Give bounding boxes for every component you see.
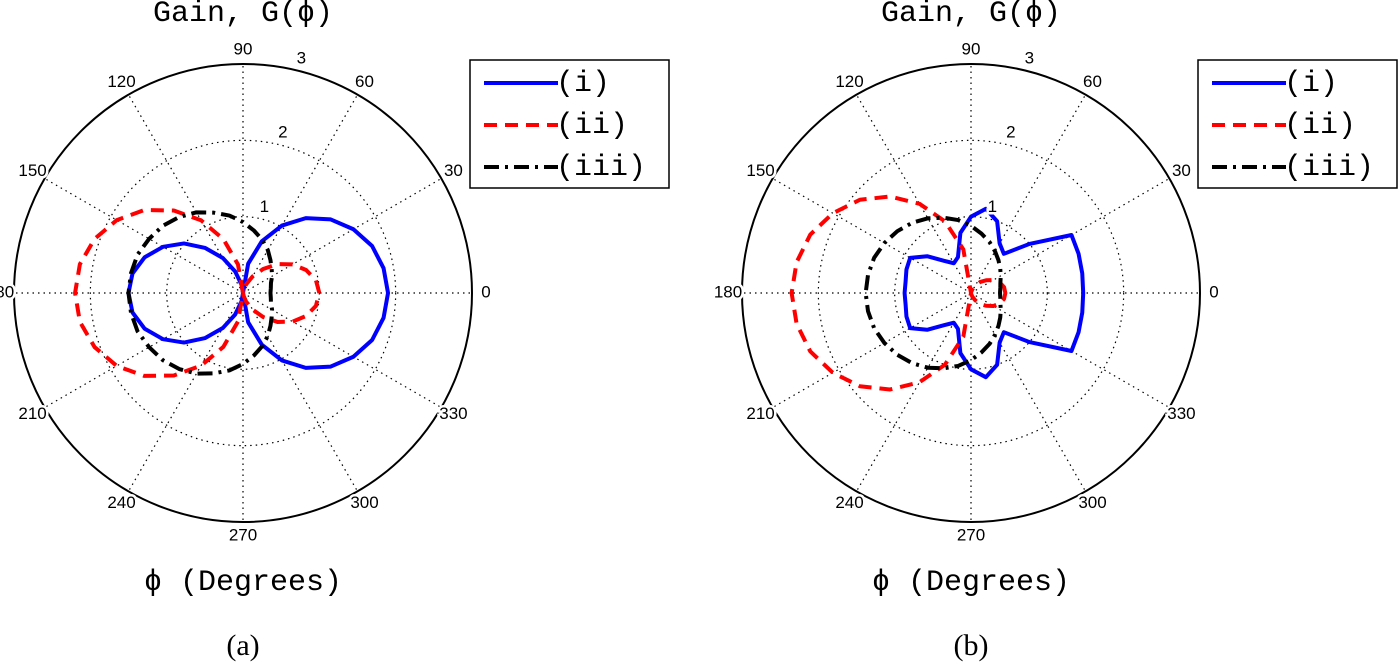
theta-tick-label: 120 [107,72,135,91]
polar-chart: 0 30 60 90 120 150 180 210 240 270 300 330 1 2 3 Gain, … [711,0,1398,662]
r-tick-label: 3 [1025,49,1034,68]
legend: (i) (ii) (iii) [469,59,670,189]
legend-label: (ii) [556,109,628,143]
legend-box [469,59,670,189]
theta-tick-label: 300 [1078,493,1106,512]
legend-label: (i) [1284,67,1338,101]
polar-frame [13,63,473,523]
theta-tick-label: 30 [444,161,463,180]
series-line [789,194,1008,392]
legend-label: (ii) [1284,109,1356,143]
r-tick-label: 2 [278,123,287,142]
x-axis-label: ϕ (Degrees) [144,566,342,600]
chart-title: Gain, G(ϕ) [153,0,333,31]
grid-ring [817,139,1125,447]
series-line [863,215,1003,371]
theta-tick-label: 270 [229,525,257,544]
theta-tick-label: 90 [962,39,981,58]
theta-tick-label: 210 [18,404,46,423]
grid-ring [894,216,1048,370]
theta-tick-label: 240 [107,493,135,512]
caption: (b) [954,629,989,662]
theta-tick-label: 330 [439,404,467,423]
theta-tick-label: 270 [957,525,985,544]
theta-tick-label: 300 [350,493,378,512]
theta-tick-label: 210 [746,404,774,423]
theta-tick-label: 180 [714,282,742,301]
grid-ring [89,139,397,447]
caption: (a) [226,629,259,662]
r-tick-label: 2 [1006,123,1015,142]
theta-tick-label: 30 [1172,161,1191,180]
series-line [126,210,275,376]
theta-tick-label: 60 [355,72,374,91]
theta-tick-label: 240 [835,493,863,512]
theta-tick-label: 120 [835,72,863,91]
theta-tick-label: 0 [1209,282,1218,301]
r-tick-label: 3 [297,49,306,68]
r-tick-label: 1 [988,197,997,216]
polar-frame [741,63,1201,523]
series-line [902,206,1086,380]
theta-tick-label: 330 [1167,404,1195,423]
r-tick-label: 1 [260,197,269,216]
series-line [73,208,322,378]
theta-tick-label: 150 [18,161,46,180]
grid-ring [166,216,320,370]
theta-tick-label: 90 [234,39,253,58]
chart-title: Gain, G(ϕ) [881,0,1061,31]
legend-label: (iii) [556,151,646,185]
theta-tick-label: 150 [746,161,774,180]
theta-tick-label: 0 [481,282,490,301]
x-axis-label: ϕ (Degrees) [872,566,1070,600]
polar-chart: 0 30 60 90 120 150 180 210 240 270 300 330 1 2 3 Gain, … [0,0,670,662]
theta-tick-label: 60 [1083,72,1102,91]
theta-tick-label: 180 [0,282,14,301]
legend: (i) (ii) (iii) [1197,59,1398,189]
legend-label: (i) [556,67,610,101]
legend-label: (iii) [1284,151,1374,185]
